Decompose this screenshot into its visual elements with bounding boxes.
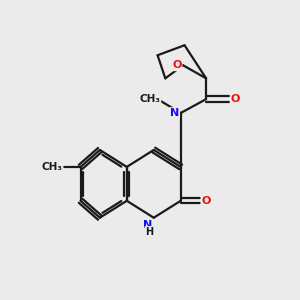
Text: O: O bbox=[231, 94, 240, 104]
Text: N: N bbox=[170, 108, 179, 118]
Text: CH₃: CH₃ bbox=[140, 94, 160, 104]
Text: CH₃: CH₃ bbox=[42, 162, 63, 172]
Text: O: O bbox=[172, 60, 182, 70]
Text: H: H bbox=[145, 226, 153, 237]
Text: N: N bbox=[143, 220, 152, 230]
Text: O: O bbox=[201, 196, 211, 206]
